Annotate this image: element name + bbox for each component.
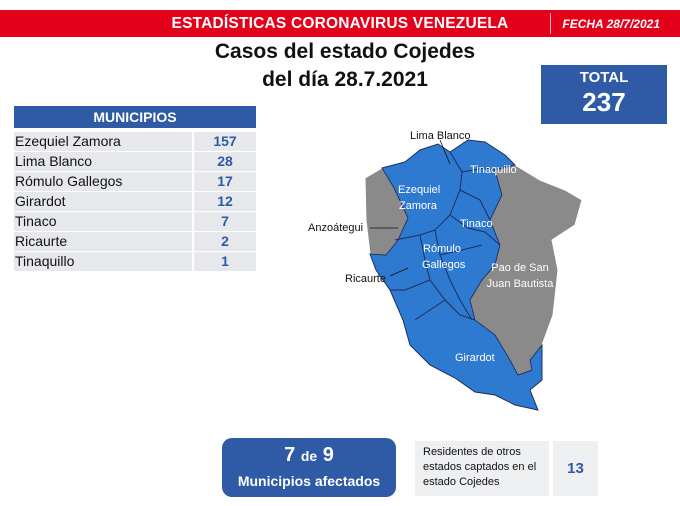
label-anzoategui: Anzoátegui [308, 222, 364, 234]
residents-value: 13 [553, 441, 598, 496]
municipio-count: 7 [194, 212, 256, 231]
label-pao-1: Pao de San [491, 262, 549, 274]
municipio-count: 2 [194, 232, 256, 251]
municipio-name: Ricaurte [14, 232, 192, 251]
banner-divider [550, 13, 551, 34]
municipio-count: 17 [194, 172, 256, 191]
municipio-name: Ezequiel Zamora [14, 132, 192, 151]
label-ricaurte: Ricaurte [345, 273, 386, 285]
table-row: Ricaurte 2 [14, 232, 256, 252]
label-ezequiel-zamora-2: Zamora [399, 200, 437, 212]
banner-date: FECHA 28/7/2021 [562, 17, 660, 31]
label-lima-blanco: Lima Blanco [410, 130, 471, 142]
affected-count: 7 de 9 [222, 444, 396, 467]
leader-line-ricaurte [389, 267, 409, 277]
label-pao-2: Juan Bautista [486, 278, 554, 290]
table-row: Tinaquillo 1 [14, 252, 256, 272]
page-title-line-2: del día 28.7.2021 [262, 68, 428, 91]
table-row: Tinaco 7 [14, 212, 256, 232]
residents-box: Residentes de otros estados captados en … [415, 441, 549, 496]
label-romulo-gallegos-2: Gallegos [422, 259, 466, 271]
total-value: 237 [582, 87, 626, 117]
municipio-name: Lima Blanco [14, 152, 192, 171]
cojedes-map: Lima Blanco Tinaquillo Ezequiel Zamora T… [290, 120, 590, 415]
region-affected [369, 139, 543, 411]
total-box: TOTAL 237 [541, 65, 667, 124]
table-row: Lima Blanco 28 [14, 152, 256, 172]
affected-total: 9 [322, 444, 334, 466]
municipio-count: 1 [194, 252, 256, 271]
residents-line-2: estados captados en el [423, 461, 537, 473]
page-title-line-1: Casos del estado Cojedes [214, 40, 476, 63]
municipios-header: MUNICIPIOS [14, 106, 256, 128]
affected-municipalities-box: 7 de 9 Municipios afectados [222, 438, 396, 497]
municipio-count: 28 [194, 152, 256, 171]
municipio-count: 12 [194, 192, 256, 211]
municipio-name: Girardot [14, 192, 192, 211]
affected-number: 7 [284, 444, 296, 466]
total-label: TOTAL [579, 69, 629, 86]
residents-line-3: estado Cojedes [423, 476, 500, 488]
municipios-table: Ezequiel Zamora 157 Lima Blanco 28 Rómul… [14, 132, 256, 272]
map-svg [364, 139, 583, 411]
table-row: Girardot 12 [14, 192, 256, 212]
affected-label: Municipios afectados [237, 473, 381, 489]
banner-title: ESTADÍSTICAS CORONAVIRUS VENEZUELA [171, 15, 509, 32]
label-romulo-gallegos-1: Rómulo [423, 243, 461, 255]
border-lines [390, 151, 501, 321]
table-row: Rómulo Gallegos 17 [14, 172, 256, 192]
leader-line-lima-blanco [439, 139, 451, 165]
municipio-name: Rómulo Gallegos [14, 172, 192, 191]
municipio-count: 157 [194, 132, 256, 151]
label-ezequiel-zamora-1: Ezequiel [398, 184, 441, 196]
residents-line-1: Residentes de otros [423, 446, 521, 458]
municipio-name: Tinaquillo [14, 252, 192, 271]
table-row: Ezequiel Zamora 157 [14, 132, 256, 152]
label-girardot: Girardot [455, 352, 495, 364]
label-tinaco: Tinaco [460, 218, 493, 230]
affected-of: de [300, 448, 318, 464]
municipio-name: Tinaco [14, 212, 192, 231]
label-tinaquillo: Tinaquillo [470, 164, 517, 176]
top-banner: ESTADÍSTICAS CORONAVIRUS VENEZUELA FECHA… [0, 10, 680, 37]
